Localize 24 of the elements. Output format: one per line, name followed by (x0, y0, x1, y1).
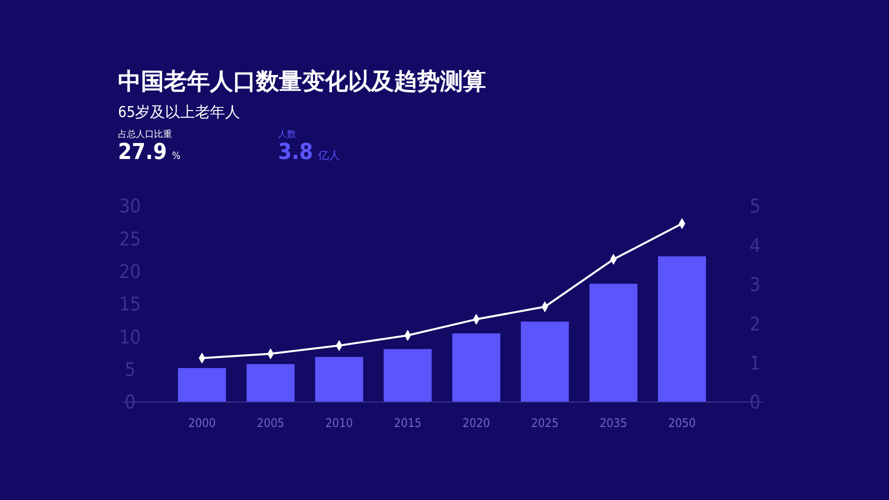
text: 占总人口比重 (118, 129, 172, 140)
x-tick-label: 2035 (600, 416, 628, 430)
x-tick-label: 2020 (462, 416, 490, 430)
bar (520, 322, 569, 402)
chart-title: 中国老年人口数量变化以及趋势测算 (118, 68, 486, 95)
bar (589, 284, 638, 402)
bar (384, 349, 432, 402)
bar (315, 356, 364, 402)
bar (246, 364, 295, 402)
x-tick-label: 2000 (188, 416, 216, 430)
bar (452, 333, 500, 402)
text: 人数 (278, 129, 296, 140)
text: % (172, 151, 181, 162)
x-tick-label: 2010 (325, 416, 354, 430)
x-tick-label: 2025 (531, 416, 559, 430)
bar (178, 368, 226, 402)
x-tick-label: 2005 (256, 416, 284, 430)
text: 亿人 (317, 149, 340, 162)
text: 27.9 (118, 140, 167, 165)
x-tick-label: 2015 (394, 416, 422, 430)
bar (658, 256, 706, 402)
chart-subtitle: 65岁及以上老年人 (118, 103, 240, 121)
text: 3.8 (278, 140, 314, 165)
x-tick-label: 2050 (668, 416, 696, 430)
